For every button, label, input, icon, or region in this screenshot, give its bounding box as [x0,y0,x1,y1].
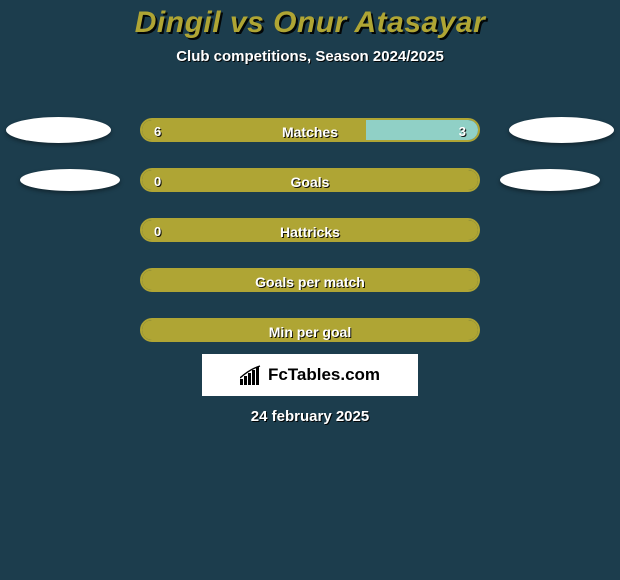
bar-label: Hattricks [142,220,478,242]
stat-bar: Matches6 3 [140,118,480,142]
bar-label: Min per goal [142,320,478,342]
stats-area: Matches63Goals0Hattricks0Goals per match… [0,118,620,368]
stat-bar: Goals0 [140,168,480,192]
bars-icon [240,365,262,385]
comparison-chart: Dingil vs Onur Atasayar Club competition… [0,0,620,580]
stat-row: Matches6 3 [0,118,620,142]
stat-bar: Min per goal [140,318,480,342]
stat-bar: Hattricks0 [140,218,480,242]
player-photo-placeholder [500,169,600,191]
bar-label: Matches [142,120,478,142]
player-photo-placeholder [20,169,120,191]
bar-right-value: 3 [459,120,466,142]
player-photo-placeholder [509,117,614,143]
stat-row: Goals0 [0,168,620,192]
date-label: 24 february 2025 [0,408,620,425]
bar-label: Goals per match [142,270,478,292]
bar-left-value: 0 [154,170,161,192]
stat-row: Min per goal [0,318,620,342]
stat-bar: Goals per match [140,268,480,292]
logo-text: FcTables.com [268,365,380,385]
bar-left-value: 0 [154,220,161,242]
stat-row: Goals per match [0,268,620,292]
subtitle: Club competitions, Season 2024/2025 [0,48,620,65]
stat-row: Hattricks0 [0,218,620,242]
bar-label: Goals [142,170,478,192]
logo-badge: FcTables.com [202,354,418,396]
bar-left-value: 6 [154,120,161,142]
player-photo-placeholder [6,117,111,143]
page-title: Dingil vs Onur Atasayar [0,0,620,40]
